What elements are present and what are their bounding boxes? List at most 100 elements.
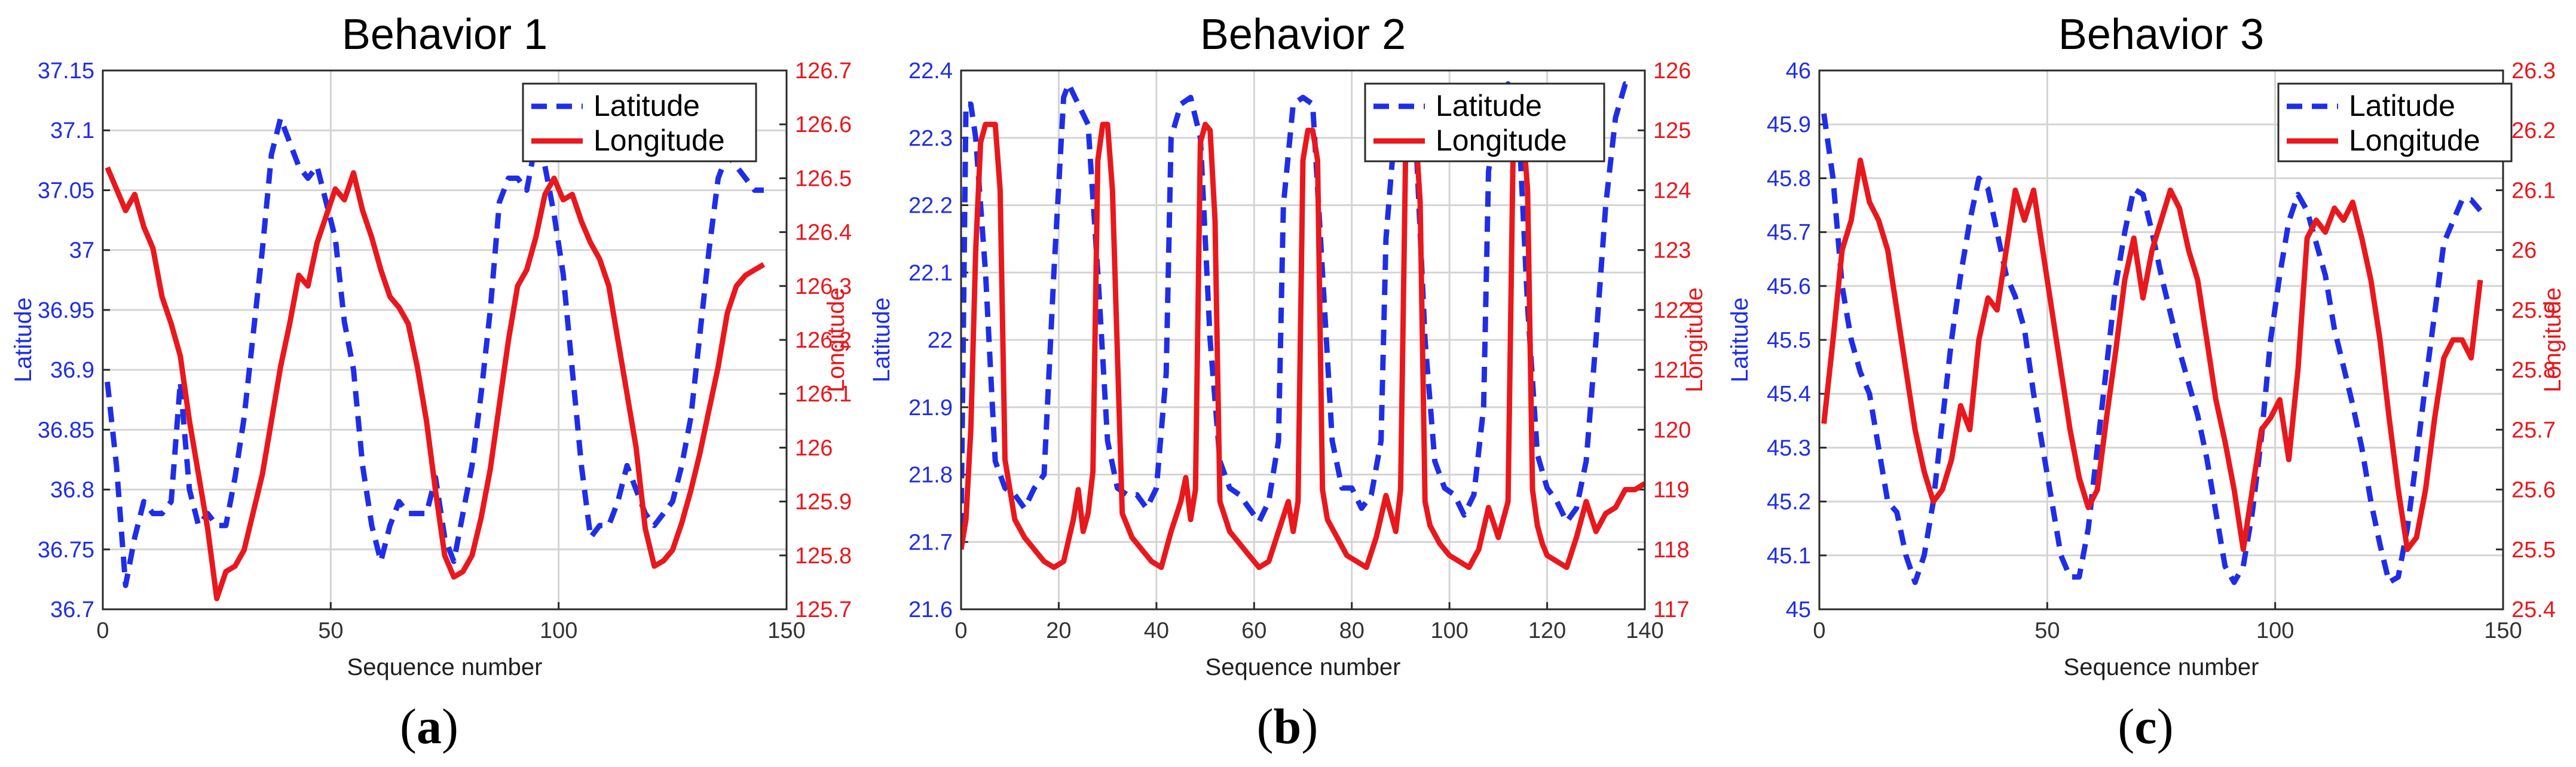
chart-panel-behavior-3: Behavior 3 0 50 100 150 45 45.1 45.2 45.3 45.4 45.… (1717, 0, 2575, 767)
right-y-tick-label: 121 (1653, 358, 1691, 383)
left-y-tick-label: 45.5 (1767, 328, 1811, 353)
right-y-tick-label: 25.6 (2511, 478, 2556, 503)
subfigure-letter-a: a (417, 699, 442, 754)
left-y-tick-label: 45.6 (1767, 274, 1811, 299)
left-y-tick-label: 45.3 (1767, 435, 1811, 461)
left-y-tick-label: 37.1 (50, 118, 94, 143)
right-y-tick-label: 25.8 (2511, 358, 2556, 383)
x-tick-label: 150 (767, 618, 805, 643)
left-y-tick-label: 37.15 (38, 59, 94, 84)
right-y-tick-label: 126 (795, 435, 833, 461)
left-y-tick-label: 21.8 (908, 463, 953, 488)
x-axis-title: Sequence number (2064, 654, 2259, 680)
right-y-axis-title: Longitude (823, 287, 849, 392)
left-y-tick-label: 22.2 (908, 194, 953, 219)
right-y-tick-label: 125.7 (795, 597, 852, 622)
x-tick-label: 150 (2484, 618, 2522, 643)
subfigure-label-b: (b) (1256, 699, 1318, 754)
chart-panel-behavior-2: Behavior 2 0 20 40 60 80 100 120 140 21.6 21.7 21.8… (858, 0, 1717, 767)
right-y-tick-label: 126 (1653, 59, 1691, 84)
x-axis-title: Sequence number (1206, 654, 1401, 680)
chart-title: Behavior 2 (1200, 11, 1406, 59)
x-tick-label: 40 (1144, 618, 1169, 643)
left-y-tick-label: 36.9 (50, 358, 94, 383)
left-y-tick-label: 45.1 (1767, 544, 1811, 569)
legend-longitude-label: Longitude (1436, 124, 1567, 157)
right-y-tick-label: 26.3 (2511, 59, 2556, 84)
longitude-series-line (1821, 157, 2483, 553)
left-y-tick-label: 45 (1786, 597, 1811, 622)
left-y-tick-label: 45.4 (1767, 382, 1811, 407)
x-tick-label: 50 (318, 618, 343, 643)
right-y-tick-label: 124 (1653, 178, 1691, 203)
right-y-tick-label: 26 (2511, 238, 2537, 263)
left-y-tick-label: 22.4 (908, 59, 953, 84)
right-y-tick-label: 25.4 (2511, 597, 2556, 622)
right-y-tick-label: 125 (1653, 118, 1691, 143)
right-y-axis-title: Longitude (2540, 287, 2566, 392)
right-y-tick-label: 25.5 (2511, 538, 2556, 563)
right-y-axis-title: Longitude (1681, 287, 1708, 392)
right-y-tick-label: 120 (1653, 418, 1691, 443)
right-y-tick-label: 122 (1653, 298, 1691, 323)
right-y-tick-label: 126.3 (795, 274, 852, 299)
x-tick-label: 100 (540, 618, 577, 643)
plot-frame (102, 69, 788, 610)
legend-box (522, 82, 757, 162)
legend-latitude-label: Latitude (2349, 89, 2455, 122)
chart-svg-behavior-1: Behavior 1 0 50 100 150 36.7 36.75 36.8 36.85 36.… (10, 11, 852, 680)
subfigure-label-c: (c) (2118, 699, 2174, 754)
plot-frame (960, 69, 1646, 610)
legend-longitude-label: Longitude (593, 124, 725, 157)
right-y-tick-label: 126.1 (795, 382, 852, 407)
x-tick-label: 140 (1626, 618, 1663, 643)
left-y-tick-label: 21.6 (908, 597, 953, 622)
chart-title: Behavior 1 (342, 11, 547, 59)
right-y-tick-label: 126.4 (795, 220, 852, 246)
chart-title: Behavior 3 (2058, 11, 2264, 59)
right-y-tick-label: 126.5 (795, 166, 852, 191)
left-y-tick-label: 45.7 (1767, 220, 1811, 246)
left-y-tick-label: 22.1 (908, 260, 953, 286)
left-y-tick-label: 21.7 (908, 530, 953, 555)
subfigure-label-a: (a) (400, 699, 458, 754)
left-y-tick-label: 22.3 (908, 126, 953, 151)
left-y-axis-title: Latitude (868, 297, 895, 382)
x-tick-label: 0 (96, 618, 109, 643)
right-y-tick-label: 125.9 (795, 490, 852, 515)
x-tick-label: 20 (1046, 618, 1071, 643)
chart-panel-behavior-1: Behavior 1 0 50 100 150 36.7 36.75 36.8 36.85 36.… (0, 0, 858, 767)
right-y-tick-label: 125.8 (795, 544, 852, 569)
right-y-tick-label: 126.7 (795, 59, 852, 84)
right-y-tick-label: 126.2 (795, 328, 852, 353)
x-tick-label: 0 (954, 618, 967, 643)
left-y-tick-label: 36.85 (38, 418, 94, 443)
legend-box (2277, 82, 2513, 162)
subfigure-letter-c: c (2134, 699, 2157, 754)
right-y-tick-label: 25.7 (2511, 418, 2556, 443)
left-y-tick-label: 36.8 (50, 478, 94, 503)
left-y-tick-label: 46 (1786, 59, 1811, 84)
x-tick-label: 60 (1241, 618, 1266, 643)
left-y-tick-label: 21.9 (908, 395, 953, 421)
x-tick-label: 80 (1339, 618, 1365, 643)
right-y-tick-label: 118 (1653, 538, 1690, 563)
left-y-tick-label: 45.8 (1767, 166, 1811, 191)
x-tick-label: 0 (1813, 618, 1825, 643)
legend-latitude-label: Latitude (593, 89, 700, 122)
x-tick-label: 50 (2035, 618, 2060, 643)
right-y-tick-label: 123 (1653, 238, 1691, 263)
x-tick-label: 100 (1430, 618, 1468, 643)
left-y-tick-label: 36.95 (38, 298, 94, 323)
right-y-tick-label: 25.9 (2511, 298, 2556, 323)
right-y-tick-label: 26.1 (2511, 178, 2556, 203)
left-y-axis-title: Latitude (1727, 297, 1753, 382)
latitude-series-line (961, 81, 1635, 529)
x-tick-label: 120 (1528, 618, 1566, 643)
left-y-tick-label: 22 (928, 328, 953, 353)
longitude-series-line (105, 166, 766, 602)
left-y-tick-label: 36.7 (50, 597, 94, 622)
legend-longitude-label: Longitude (2349, 124, 2480, 157)
legend-latitude-label: Latitude (1436, 89, 1542, 122)
left-y-tick-label: 37.05 (38, 178, 94, 203)
